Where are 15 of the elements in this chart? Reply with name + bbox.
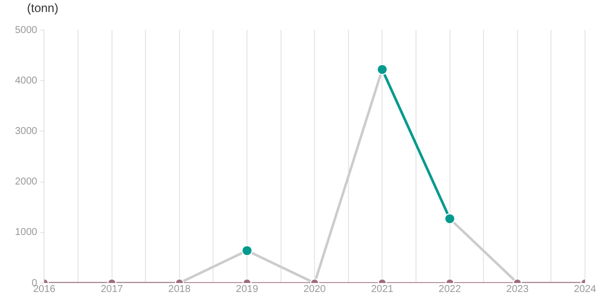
x-tick-label: 2024 xyxy=(574,284,597,295)
y-tick-label: 1000 xyxy=(14,227,38,238)
y-tick-label: 2000 xyxy=(14,176,38,188)
x-tick-label: 2019 xyxy=(236,284,259,295)
x-tick-label: 2018 xyxy=(168,284,191,295)
y-tick-label: 3000 xyxy=(14,126,38,137)
x-tick-label: 2017 xyxy=(100,284,124,295)
y-axis-title: (tonn) xyxy=(27,1,58,15)
y-tick-label: 4000 xyxy=(14,75,38,86)
x-tick-label: 2016 xyxy=(33,284,56,295)
x-tick-label: 2020 xyxy=(304,284,326,295)
x-tick-label: 2023 xyxy=(506,284,529,295)
x-tick-label: 2022 xyxy=(438,284,462,295)
y-tick-label: 5000 xyxy=(14,24,38,36)
x-tick-label: 2021 xyxy=(371,284,394,295)
